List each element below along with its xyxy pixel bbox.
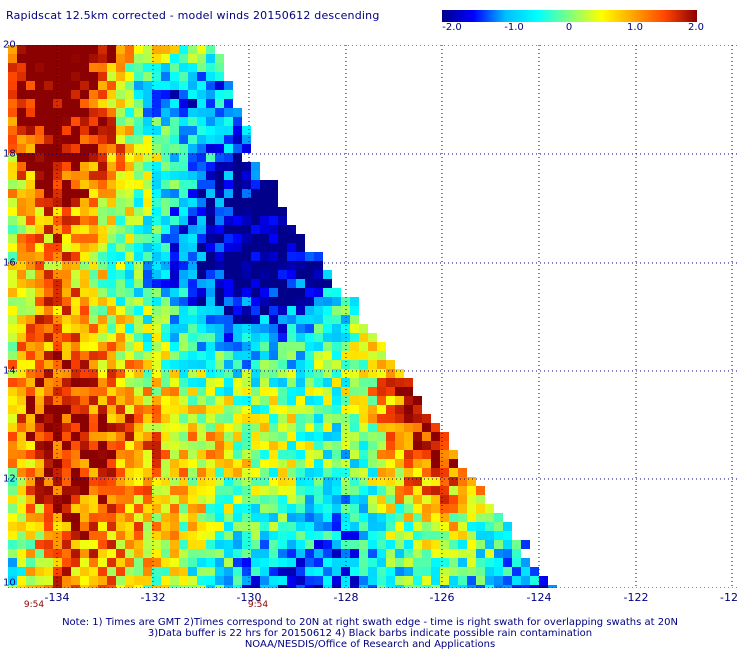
lon-label: -122: [623, 591, 649, 604]
colorbar-tick-label: -1.0: [504, 22, 524, 33]
colorbar-tick-label: 1.0: [627, 22, 643, 33]
swath-time-label: 9:54: [247, 600, 269, 610]
note-line-2: 3)Data buffer is 22 hrs for 20150612 4) …: [147, 628, 593, 639]
lon-label: -134: [44, 591, 70, 604]
colorbar-tick-label: 2.0: [688, 22, 704, 33]
lon-label: -132: [140, 591, 166, 604]
swath-time-label: 9:54: [23, 600, 45, 610]
lat-label: 12: [3, 473, 16, 485]
lat-label: 10: [3, 577, 16, 589]
lat-label: 18: [3, 148, 16, 160]
lon-label: -126: [429, 591, 455, 604]
map-title: Rapidscat 12.5km corrected - model winds…: [6, 9, 380, 22]
lon-label: -124: [526, 591, 552, 604]
lon-label: -12: [720, 591, 738, 604]
lat-label: 14: [3, 365, 16, 377]
colorbar: [442, 10, 697, 22]
lat-label: 20: [3, 39, 16, 51]
note-line-1: Note: 1) Times are GMT 2)Times correspon…: [62, 617, 678, 628]
colorbar-tick-label: -2.0: [442, 22, 462, 33]
note-line-3: NOAA/NESDIS/Office of Research and Appli…: [244, 639, 496, 650]
lon-label: -128: [333, 591, 359, 604]
lon-label: -130: [236, 591, 262, 604]
wind-difference-map: [8, 45, 740, 588]
lat-label: 16: [3, 257, 16, 269]
colorbar-tick-label: 0: [565, 22, 573, 33]
